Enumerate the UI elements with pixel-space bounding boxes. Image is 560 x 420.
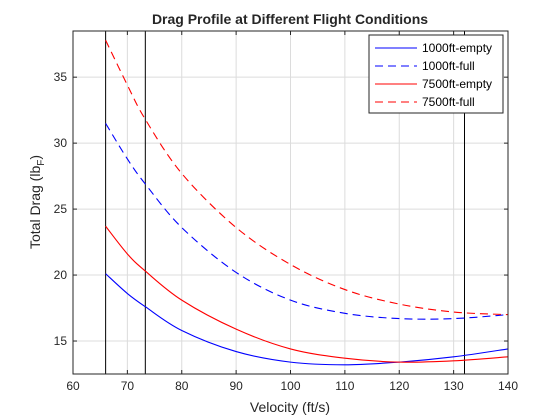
legend-label-7500ft-full: 7500ft-full [422, 95, 475, 109]
y-axis-ticks: 15 20 25 30 35 [54, 70, 508, 348]
x-tick-label: 130 [444, 379, 464, 393]
chart-title: Drag Profile at Different Flight Conditi… [152, 11, 428, 27]
series-line-7500ft-full [105, 39, 509, 316]
y-axis-label-suffix: ) [27, 155, 43, 160]
y-tick-label: 35 [54, 70, 68, 84]
x-axis-label: Velocity (ft/s) [250, 399, 330, 415]
legend-label-1000ft-full: 1000ft-full [422, 59, 475, 73]
y-axis-label-subscript: F [36, 160, 47, 166]
x-tick-label: 100 [280, 379, 300, 393]
legend-label-7500ft-empty: 7500ft-empty [422, 77, 492, 91]
series-line-7500ft-empty [105, 225, 509, 363]
x-tick-label: 110 [335, 379, 354, 393]
x-tick-label: 70 [121, 379, 135, 393]
x-tick-label: 80 [175, 379, 189, 393]
series-line-1000ft-full [105, 123, 509, 320]
x-tick-label: 140 [498, 379, 518, 393]
legend: 1000ft-empty 1000ft-full 7500ft-empty 75… [368, 34, 504, 114]
x-axis-ticks: 60 70 80 90 100 110 120 130 140 [66, 31, 518, 393]
y-tick-label: 15 [54, 334, 68, 348]
y-tick-label: 25 [54, 202, 68, 216]
y-tick-label: 20 [54, 268, 68, 282]
y-tick-label: 30 [54, 136, 68, 150]
y-axis-label: Total Drag (lbF) [27, 155, 47, 249]
x-tick-label: 90 [229, 379, 243, 393]
x-tick-label: 120 [389, 379, 409, 393]
x-tick-label: 60 [66, 379, 80, 393]
y-axis-label-main: Total Drag (lb [27, 166, 43, 249]
series-line-1000ft-empty [105, 273, 509, 366]
series-lines [105, 39, 509, 366]
legend-label-1000ft-empty: 1000ft-empty [422, 41, 492, 55]
